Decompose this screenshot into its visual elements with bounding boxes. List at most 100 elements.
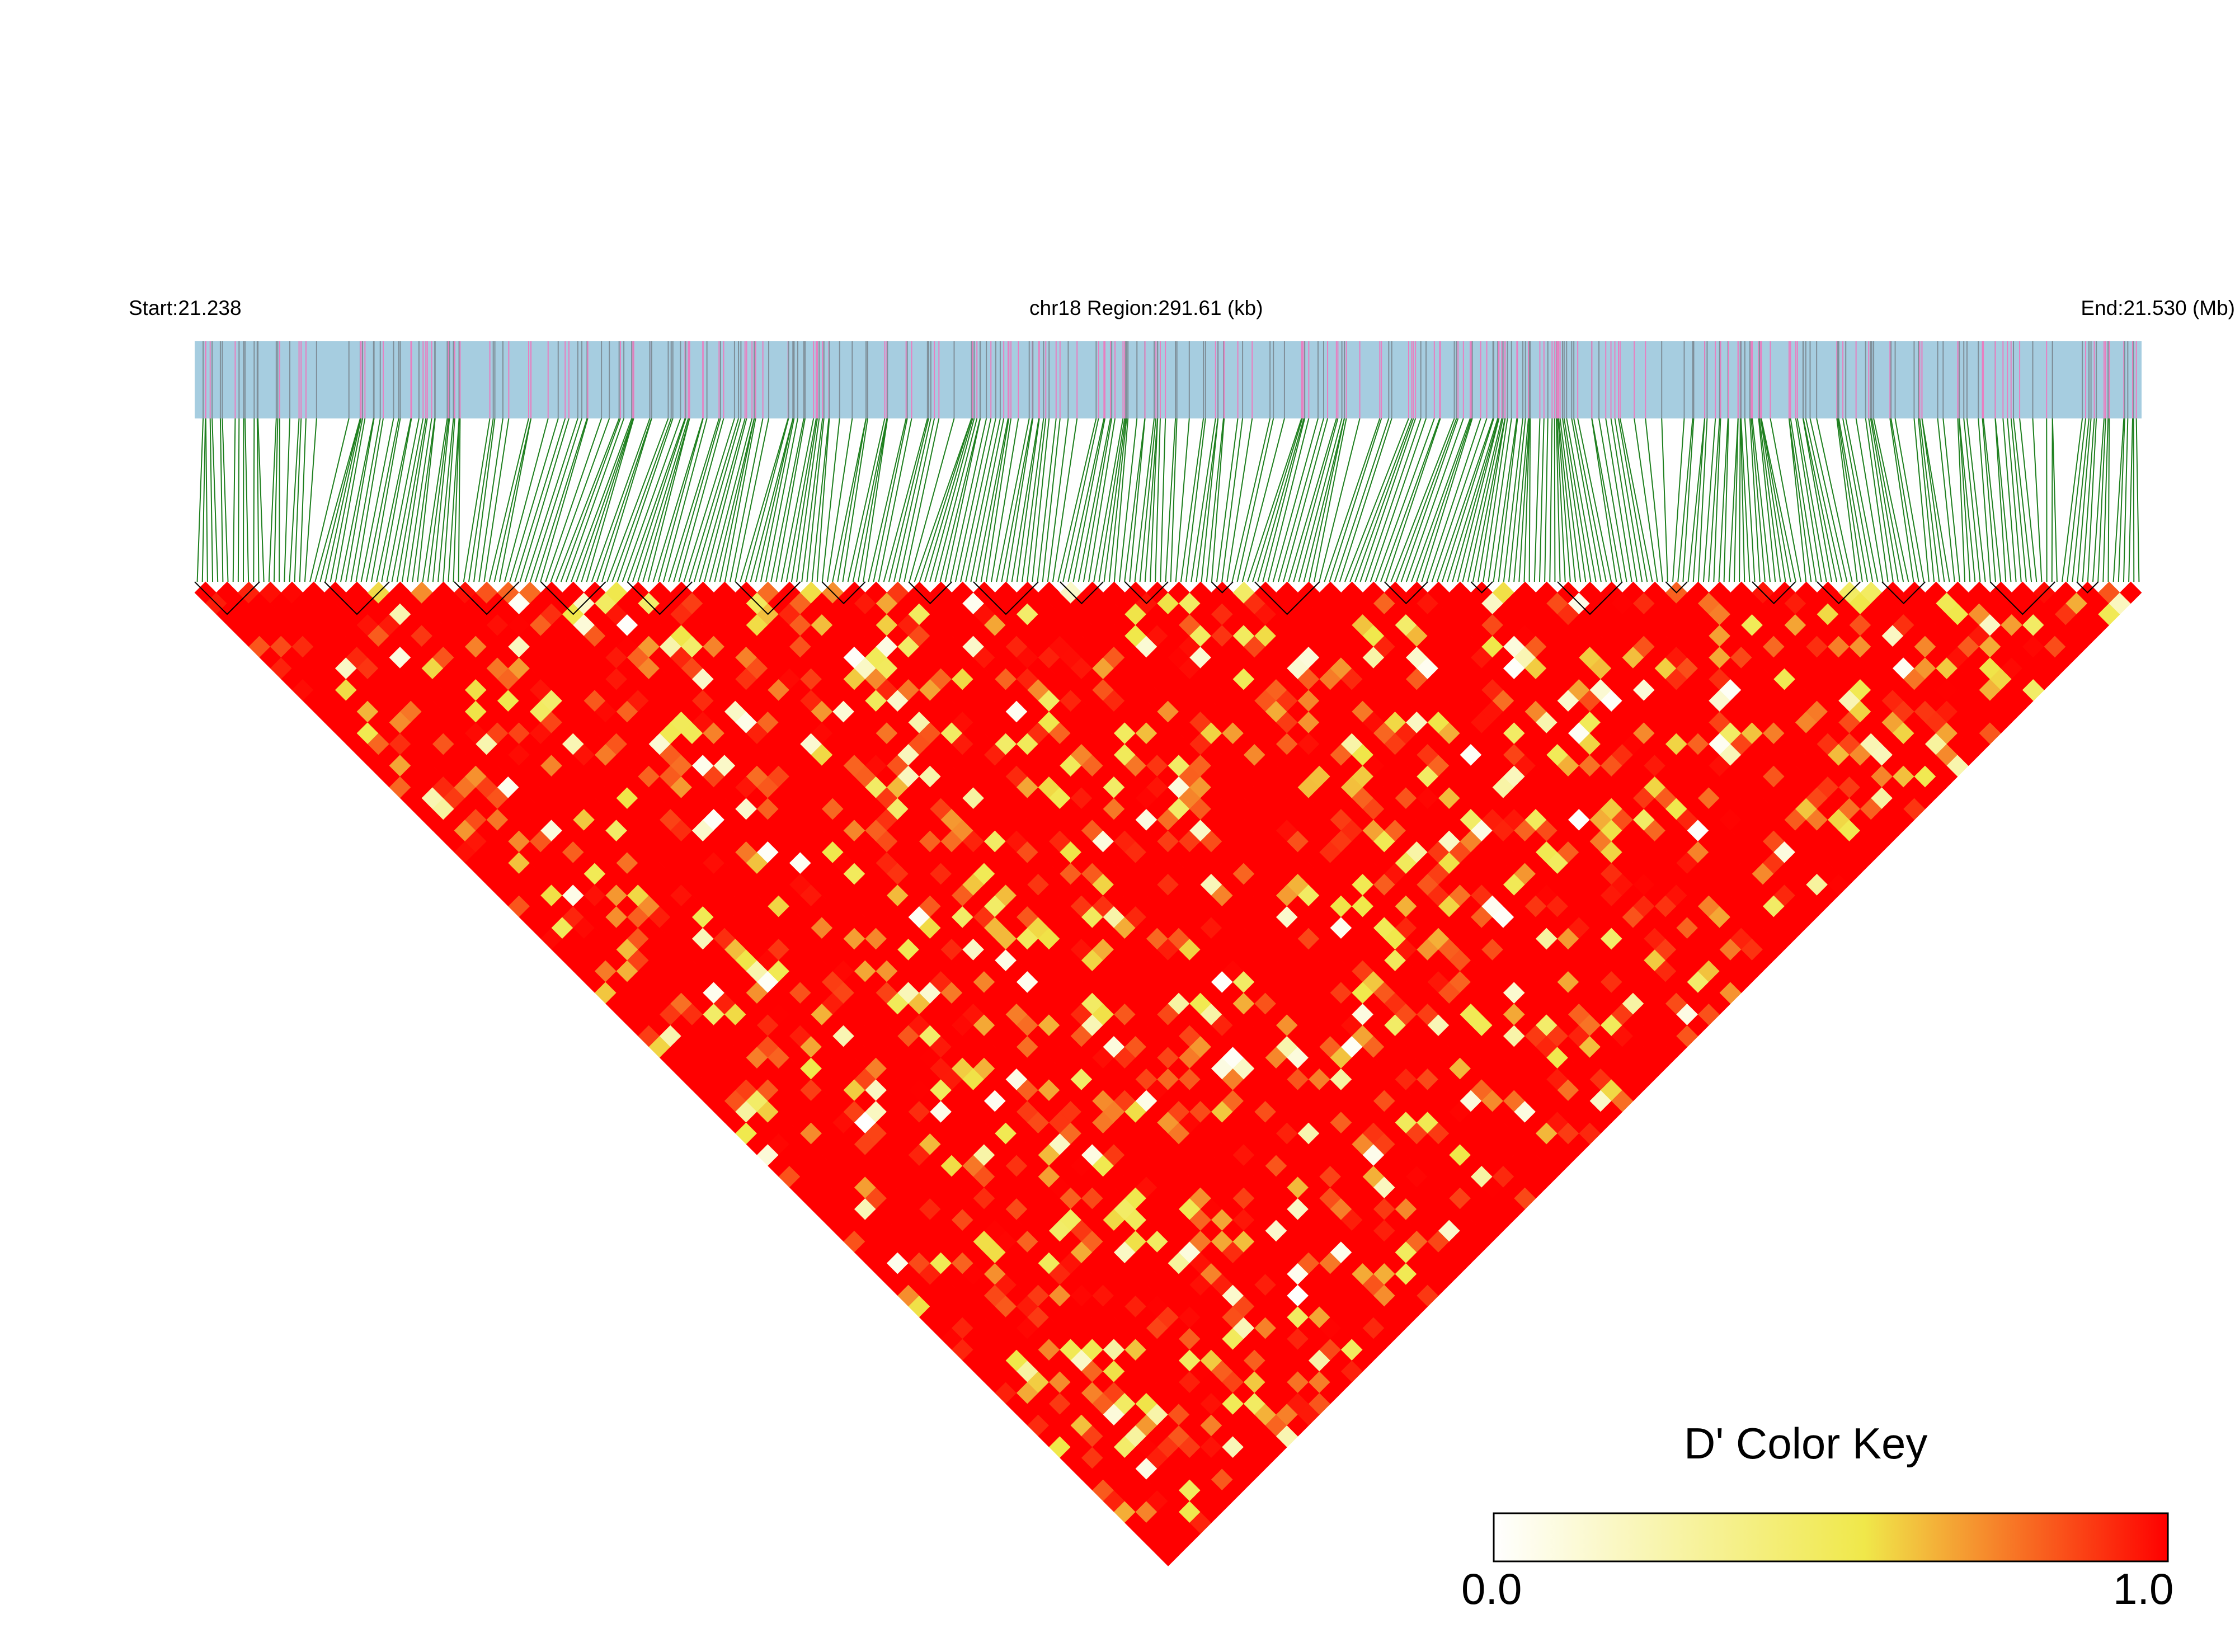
snp-link-line	[1288, 418, 1337, 582]
snp-link-line	[1452, 418, 1499, 582]
snp-link-line	[1563, 418, 1592, 582]
snp-link-line	[1708, 418, 1720, 582]
snp-link-line	[1252, 418, 1303, 582]
snp-link-line	[985, 418, 1012, 582]
snp-link-line	[904, 418, 940, 582]
snp-link-line	[1842, 418, 1874, 582]
snp-link-line	[1713, 418, 1721, 582]
snp-link-line	[919, 418, 972, 582]
snp-link-line	[1728, 418, 1739, 582]
snp-link-line	[458, 418, 461, 582]
snp-link-line	[888, 418, 929, 582]
snp-link-line	[1257, 418, 1305, 582]
snp-link-line	[1246, 418, 1302, 582]
snp-link-line	[1016, 418, 1040, 582]
snp-track-background	[195, 341, 2142, 418]
snp-link-line	[642, 418, 690, 582]
snp-link-line	[381, 418, 412, 582]
snp-link-line	[975, 418, 1009, 582]
snp-link-line	[1533, 418, 1541, 582]
snp-link-line	[1687, 418, 1706, 582]
snp-link-line	[632, 418, 686, 582]
snp-link-line	[304, 418, 317, 582]
snp-link-line	[1267, 418, 1310, 582]
snp-link-line	[586, 418, 634, 582]
snp-link-line	[944, 418, 981, 582]
snp-link-line	[1789, 418, 1812, 582]
snp-link-line	[1845, 418, 1879, 582]
snp-link-line	[1211, 418, 1225, 582]
snp-link-line	[581, 418, 634, 582]
snp-link-line	[1488, 418, 1512, 582]
snp-link-line	[196, 418, 204, 582]
snp-link-line	[1661, 418, 1668, 582]
snp-link-line	[1108, 418, 1127, 582]
snp-link-line	[801, 418, 824, 582]
snp-link-line	[1077, 418, 1111, 582]
snp-link-line	[1503, 418, 1524, 582]
snp-link-line	[509, 418, 559, 582]
snp-link-line	[1411, 418, 1471, 582]
snp-link-line	[714, 418, 755, 582]
snp-link-line	[647, 418, 690, 582]
snp-link-line	[719, 418, 755, 582]
snp-link-line	[1919, 418, 1940, 582]
snp-link-line	[1165, 418, 1177, 582]
snp-link-line	[1838, 418, 1869, 582]
snp-link-line	[673, 418, 721, 582]
snp-link-line	[1523, 418, 1531, 582]
snp-link-line	[201, 418, 206, 582]
snp-link-line	[1645, 418, 1663, 582]
snp-link-line	[2102, 418, 2109, 582]
snp-link-line	[1573, 418, 1607, 582]
snp-link-line	[1889, 418, 1914, 582]
snp-link-line	[2112, 418, 2125, 582]
snp-link-line	[898, 418, 935, 582]
snp-link-line	[314, 418, 361, 582]
snp-link-line	[209, 418, 214, 582]
snp-link-line	[1703, 418, 1716, 582]
snp-link-line	[1555, 418, 1561, 582]
snp-link-line	[1027, 418, 1047, 582]
snp-link-line	[1559, 418, 1582, 582]
snp-link-line	[1032, 418, 1050, 582]
snp-link-line	[1421, 418, 1473, 582]
snp-link-line	[1937, 418, 1955, 582]
snp-link-line	[652, 418, 704, 582]
snp-link-line	[765, 418, 798, 582]
snp-link-line	[1508, 418, 1526, 582]
snp-link-line	[1441, 418, 1494, 582]
snp-link-line	[662, 418, 708, 582]
snp-link-line	[1155, 418, 1161, 582]
snp-link-line	[601, 418, 652, 582]
snp-link-line	[1160, 418, 1166, 582]
snp-link-line	[1677, 418, 1693, 582]
snp-link-line	[1375, 418, 1435, 582]
snp-link-line	[576, 418, 634, 582]
snp-link-line	[1557, 418, 1571, 582]
ld-heatmap	[194, 581, 2142, 1566]
snp-link-line	[1098, 418, 1126, 582]
snp-link-line	[1236, 418, 1274, 582]
snp-link-line	[693, 418, 742, 582]
snp-link-line	[1134, 418, 1155, 582]
snp-link-line	[1001, 418, 1033, 582]
snp-link-line	[519, 418, 570, 582]
snp-link-line	[1226, 418, 1253, 582]
snp-link-line	[488, 418, 529, 582]
snp-link-line	[1447, 418, 1499, 582]
snp-link-line	[1011, 418, 1039, 582]
snp-link-line	[468, 418, 494, 582]
snp-link-line	[1319, 418, 1361, 582]
snp-link-line	[1605, 418, 1632, 582]
snp-link-line	[443, 418, 455, 582]
snp-link-line	[1170, 418, 1178, 582]
snp-link-line	[1751, 418, 1766, 582]
snp-link-line	[1298, 418, 1343, 582]
snp-link-line	[1483, 418, 1508, 582]
snp-link-line	[386, 418, 420, 582]
snp-link-line	[1303, 418, 1345, 582]
snp-link-line	[1359, 418, 1417, 582]
snp-link-line	[1113, 418, 1129, 582]
snp-link-line	[637, 418, 689, 582]
